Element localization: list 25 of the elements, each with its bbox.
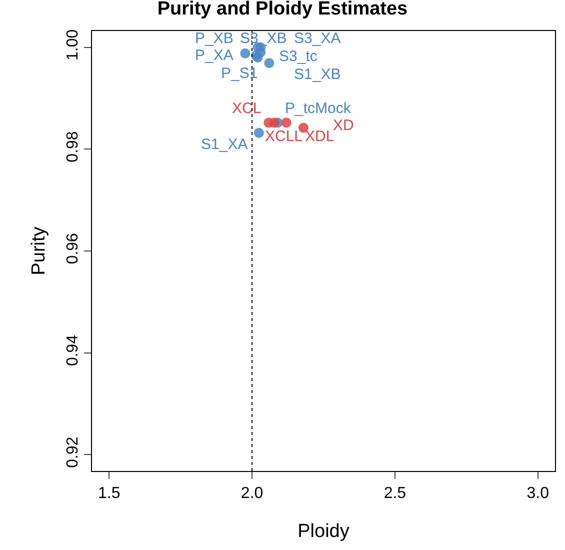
x-axis-title: Ploidy xyxy=(298,521,350,542)
y-tick-label: 0.94 xyxy=(64,334,82,366)
y-tick-label: 0.96 xyxy=(64,232,82,264)
data-label: S1_XA xyxy=(201,136,248,153)
x-tick-label: 3.0 xyxy=(526,485,550,502)
y-tick-label: 1.00 xyxy=(64,29,82,60)
x-tick-label: 2.5 xyxy=(384,485,406,502)
chart-title: Purity and Ploidy Estimates xyxy=(157,0,408,20)
data-label: XCLL xyxy=(265,128,303,145)
data-label: S3_XB xyxy=(240,30,287,47)
data-label: XCL xyxy=(232,100,262,117)
data-label: XDL xyxy=(305,128,334,145)
data-label: XD xyxy=(333,117,354,134)
y-tick-label: 0.98 xyxy=(64,131,82,162)
data-label: P_S1 xyxy=(221,65,258,82)
x-tick-label: 1.5 xyxy=(98,485,120,502)
data-label: P_XA xyxy=(195,47,234,64)
y-tick-label: 0.92 xyxy=(64,436,82,468)
data-label: S1_XB xyxy=(294,66,341,83)
x-tick-label: 2.0 xyxy=(240,485,264,502)
y-axis-title: Purity xyxy=(28,226,50,276)
data-label: P_tcMock xyxy=(285,100,352,117)
data-label: P_XB xyxy=(195,30,234,47)
data-label: S3_tc xyxy=(279,48,318,65)
data-label: S3_XA xyxy=(294,30,341,47)
